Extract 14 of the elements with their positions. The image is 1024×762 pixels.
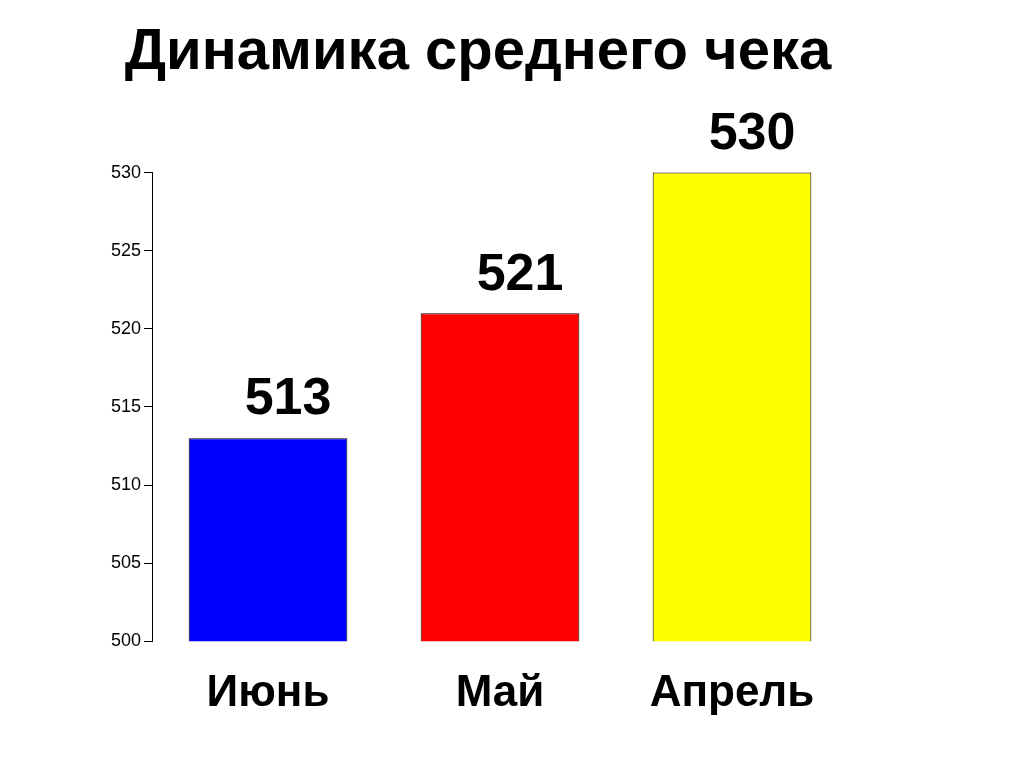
- chart-title: Динамика среднего чека: [124, 15, 832, 81]
- y-tick-label: 505: [110, 552, 142, 573]
- y-tick-label: 510: [110, 473, 142, 494]
- y-tick-label: 515: [110, 395, 142, 416]
- x-tick-label: Май: [455, 665, 545, 715]
- y-tick-label: 500: [110, 630, 142, 651]
- data-label: 513: [244, 367, 332, 426]
- data-label: 521: [476, 242, 564, 301]
- y-tick-label: 525: [110, 239, 142, 260]
- x-tick-label: Апрель: [649, 665, 815, 715]
- data-label: 530: [708, 101, 796, 160]
- y-tick-label: 520: [110, 317, 142, 338]
- y-tick-label: 530: [110, 161, 142, 182]
- x-tick-label: Июнь: [206, 665, 330, 715]
